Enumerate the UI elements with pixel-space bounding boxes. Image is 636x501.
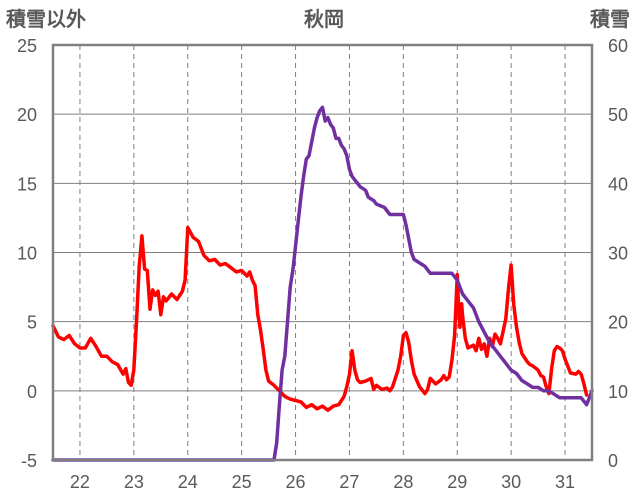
y-right-tick-label: 20 [608, 313, 628, 333]
x-tick-label: 28 [393, 472, 413, 492]
x-tick-label: 25 [232, 472, 252, 492]
x-tick-label: 29 [447, 472, 467, 492]
y-right-tick-label: 50 [608, 105, 628, 125]
x-tick-label: 24 [178, 472, 198, 492]
series-lines [51, 105, 594, 462]
series-line-2 [51, 105, 594, 462]
y-left-tick-label: 15 [17, 174, 37, 194]
y-left-tick-label: 25 [17, 36, 37, 56]
x-tick-label: 30 [501, 472, 521, 492]
right-axis-title: 積雪 [590, 8, 630, 31]
y-left-tick-label: 20 [17, 105, 37, 125]
y-left-tick-label: 5 [27, 313, 37, 333]
x-tick-label: 27 [339, 472, 359, 492]
y-right-tick-label: 40 [608, 174, 628, 194]
plot-frame [51, 43, 594, 462]
series-line-1 [51, 225, 589, 412]
x-tick-label: 31 [555, 472, 575, 492]
y-right-tick-label: 0 [608, 451, 618, 471]
x-tick-label: 23 [124, 472, 144, 492]
left-axis-title: 積雪以外 [6, 7, 86, 31]
x-tick-label: 26 [286, 472, 306, 492]
chart-title: 秋岡 [304, 8, 344, 31]
y-right-tick-label: 30 [608, 244, 628, 264]
y-right-tick-label: 10 [608, 382, 628, 402]
x-tick-label: 22 [70, 472, 90, 492]
y-left-tick-label: 0 [27, 382, 37, 402]
y-left-tick-label: 10 [17, 244, 37, 264]
plot-border [51, 43, 594, 462]
y-right-tick-label: 60 [608, 36, 628, 56]
tick-labels: -5 0 5 10 15 20 25 0 10 20 30 40 50 60 22 23 24 25 26 27 28 2… [17, 36, 628, 492]
y-left-tick-label: -5 [21, 451, 37, 471]
